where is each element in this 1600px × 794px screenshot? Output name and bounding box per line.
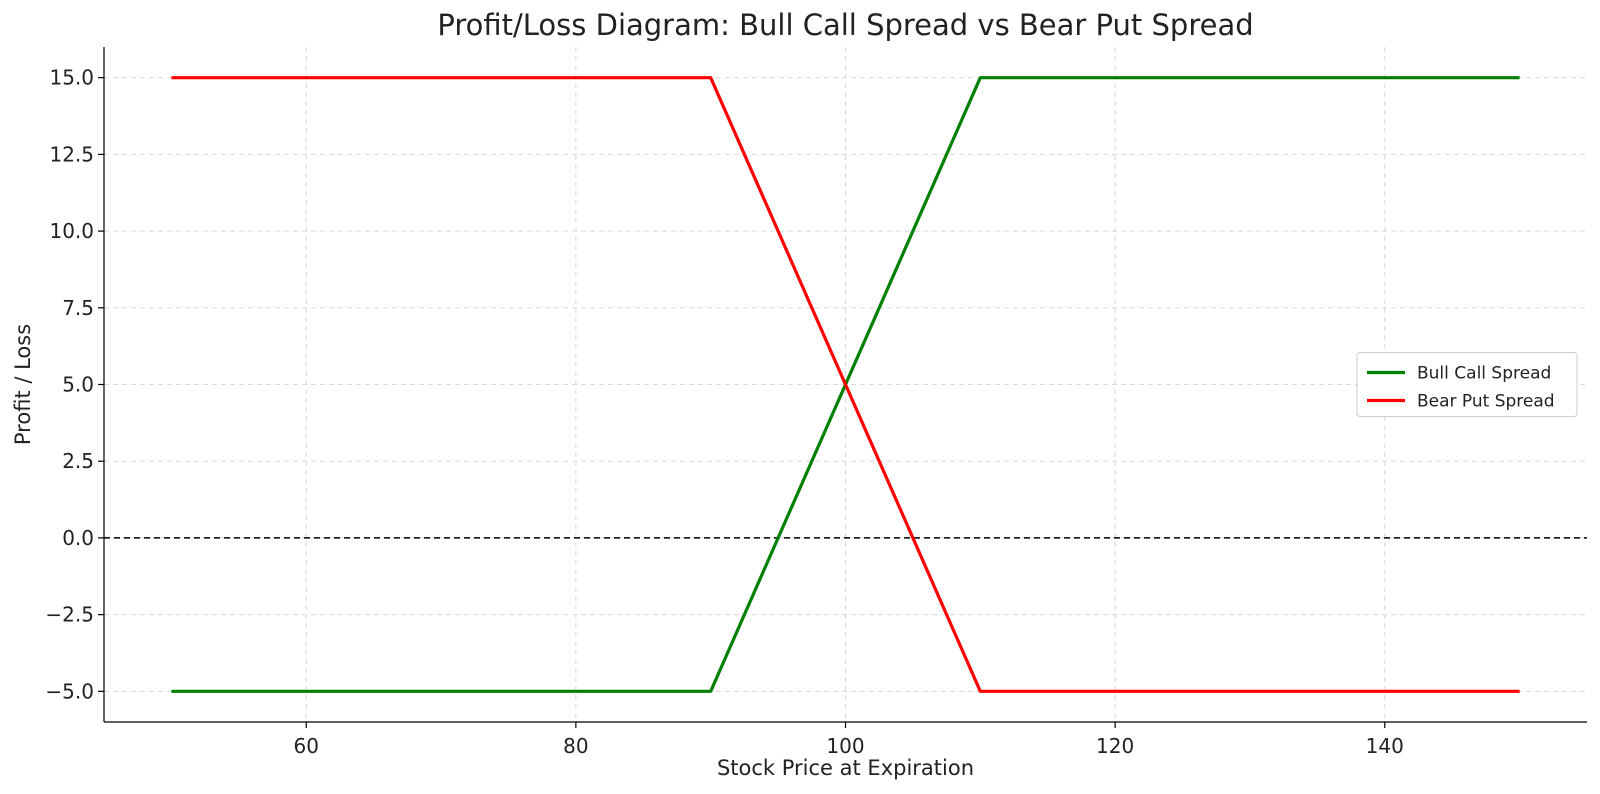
y-tick-label: 7.5: [62, 296, 94, 320]
y-axis-label: Profit / Loss: [11, 324, 35, 445]
legend-box: [1356, 352, 1578, 417]
x-tick-label: 120: [1096, 734, 1134, 758]
y-tick-label: 10.0: [49, 219, 94, 243]
ticks: 60 80 100 120 140 −5.0 −2.5 0.0 2.5 5.0 7.5 10.0 12.…: [45, 66, 1403, 758]
x-tick-label: 60: [294, 734, 319, 758]
x-tick-label: 80: [563, 734, 588, 758]
legend-label-2: Bear Put Spread: [1417, 392, 1555, 412]
y-tick-label: 12.5: [49, 142, 94, 166]
y-tick-label: 5.0: [62, 373, 94, 397]
x-axis-label: Stock Price at Expiration: [717, 756, 974, 780]
legend-label-1: Bull Call Spread: [1417, 364, 1551, 384]
x-tick-label: 140: [1366, 734, 1404, 758]
y-tick-label: 15.0: [49, 66, 94, 90]
legend: Bull Call Spread Bear Put Spread: [1356, 352, 1578, 417]
series-group: [171, 76, 1520, 693]
y-tick-label: 2.5: [62, 449, 94, 473]
series-line-2: [171, 76, 1520, 693]
y-tick-label: 0.0: [62, 526, 94, 550]
chart-title: Profit/Loss Diagram: Bull Call Spread vs…: [437, 8, 1253, 42]
y-tick-label: −5.0: [45, 679, 94, 703]
x-tick-label: 100: [826, 734, 864, 758]
y-tick-label: −2.5: [45, 603, 94, 627]
